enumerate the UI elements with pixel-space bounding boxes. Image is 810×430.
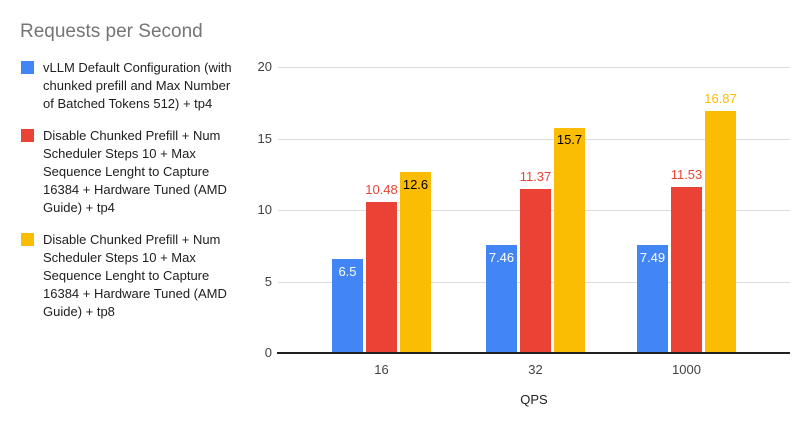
- x-axis-baseline: [277, 352, 790, 354]
- legend-item-label: vLLM Default Configuration (with chunked…: [43, 60, 232, 111]
- y-tick-label-20: 20: [257, 59, 272, 74]
- bar-series2-qps32: [520, 189, 551, 352]
- chart-title: Requests per Second: [20, 21, 203, 42]
- y-tick-label-15: 15: [257, 130, 272, 146]
- x-axis-title: QPS: [520, 392, 548, 407]
- chart-legend: vLLM Default Configuration (with chunked…: [21, 59, 236, 321]
- bar-series3-qps32: [554, 127, 585, 352]
- legend-item-2: Disable Chunked Prefill + Num Scheduler …: [21, 127, 236, 217]
- bar-value-label-series3-qps1000: 16.87: [704, 90, 737, 106]
- plot-area: 6.5 10.48 12.6 7.46 11.37 15.7 7.49 11.53 16.87: [277, 67, 790, 354]
- legend-item-1: vLLM Default Configuration (with chunked…: [21, 59, 236, 113]
- bar-value-label-series3-qps16: 12.6: [402, 176, 429, 192]
- gridline-15: [278, 138, 790, 140]
- legend-swatch-icon: [21, 129, 34, 142]
- bar-series2-qps1000: [671, 187, 702, 352]
- legend-swatch-icon: [21, 61, 34, 74]
- bar-value-label-series1-qps16: 6.5: [338, 264, 357, 280]
- y-tick-label-10: 10: [257, 202, 272, 217]
- bar-series2-qps16: [366, 202, 397, 352]
- bar-value-label-series2-qps16: 10.48: [365, 182, 398, 198]
- bar-series3-qps1000: [705, 110, 736, 352]
- legend-item-label: Disable Chunked Prefill + Num Scheduler …: [43, 232, 227, 319]
- bar-series3-qps16: [400, 171, 431, 352]
- legend-swatch-icon: [21, 233, 34, 246]
- gridline-20: [278, 67, 790, 68]
- legend-item-label: Disable Chunked Prefill + Num Scheduler …: [43, 128, 227, 215]
- bar-value-label-series2-qps1000: 11.53: [670, 167, 703, 183]
- legend-item-3: Disable Chunked Prefill + Num Scheduler …: [21, 231, 236, 321]
- x-tick-label-32: 32: [528, 362, 543, 377]
- y-tick-label-5: 5: [264, 273, 272, 289]
- bar-series1-qps16: [332, 259, 363, 352]
- bar-value-label-series2-qps32: 11.37: [519, 169, 552, 185]
- bar-series1-qps1000: [637, 244, 668, 352]
- x-tick-label-16: 16: [374, 362, 389, 377]
- bar-series1-qps32: [486, 245, 517, 352]
- x-tick-label-1000: 1000: [672, 362, 701, 377]
- y-tick-label-0: 0: [264, 345, 272, 360]
- bar-value-label-series1-qps1000: 7.49: [639, 249, 666, 265]
- bar-value-label-series3-qps32: 15.7: [556, 132, 583, 148]
- bar-value-label-series1-qps32: 7.46: [488, 250, 515, 266]
